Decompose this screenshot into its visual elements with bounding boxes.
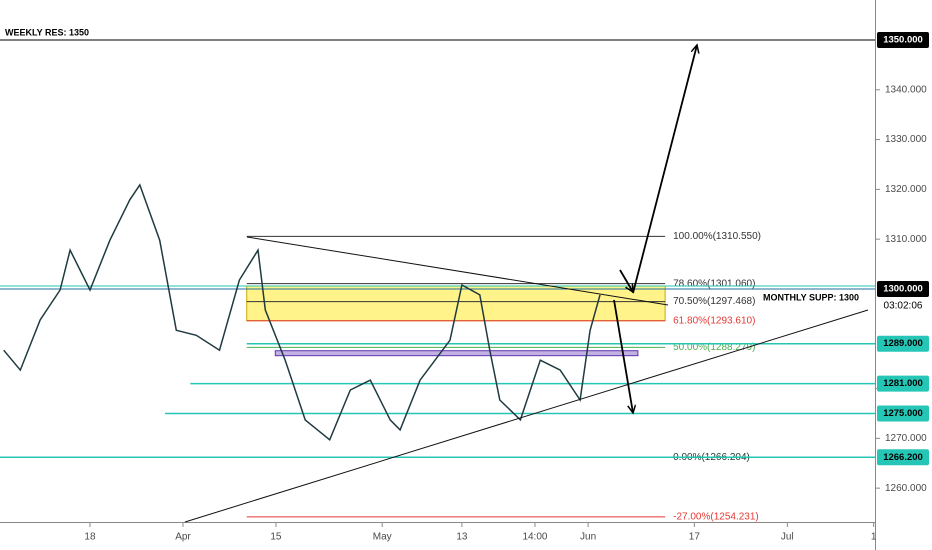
price-label-box [877,335,929,352]
price-label-box [877,375,929,392]
y-tick-label: 1310.000 [885,234,927,245]
price-label: 1281.000 [883,378,923,389]
x-tick-label: 18 [84,532,96,543]
countdown-box [877,297,929,314]
drawings [184,45,869,523]
y-tick-label: 1270.000 [885,433,927,444]
x-tick-label: 15 [270,532,282,543]
countdown: 03:02:06 [884,301,923,312]
y-tick-label: 1340.000 [885,84,927,95]
fib-label: -27.00%(1254.231) [673,512,759,523]
fib-label: 50.00%(1288.279) [673,342,755,353]
fib-label: 100.00%(1310.550) [673,231,761,242]
x-tick-label: 14:00 [522,532,547,543]
x-tick-label: 17 [689,532,701,543]
price-label-box [877,280,929,297]
price-label: 1289.000 [883,338,923,349]
price-line [3,183,601,442]
price-label: 1275.000 [883,408,923,419]
band [274,350,639,357]
x-tick-label: Jun [580,532,596,543]
y-tick-label: 1330.000 [885,134,927,145]
monthly-label: MONTHLY SUPP: 1300 [763,292,859,302]
x-tick-label: 13 [456,532,468,543]
y-tick-label: 1260.000 [885,483,927,494]
arrow [619,269,633,292]
price-label-box [877,31,929,48]
price-label: 1300.000 [883,283,923,294]
arrow [632,45,697,294]
price-label-box [877,449,929,466]
weekly-label: WEEKLY RES: 1350 [5,27,89,37]
fib-label: 61.80%(1293.610) [673,315,755,326]
x-tick-label: 1 [871,532,877,543]
price-label: 1350.000 [883,35,923,46]
fib-label: 70.50%(1297.468) [673,296,755,307]
arrow [613,299,633,413]
trend-line [246,236,669,306]
x-tick-label: May [373,532,392,543]
plot-area: 100.00%(1310.550) 78.60%(1301.060) 70.50%(… [0,39,875,523]
price-label-box [877,405,929,422]
x-tick-label: Jul [781,532,794,543]
y-tick-label: 1320.000 [885,184,927,195]
trend-line [184,309,869,523]
x-tick-label: Apr [175,532,191,543]
price-label: 1266.200 [883,452,923,463]
fib-label: 78.60%(1301.060) [673,278,755,289]
